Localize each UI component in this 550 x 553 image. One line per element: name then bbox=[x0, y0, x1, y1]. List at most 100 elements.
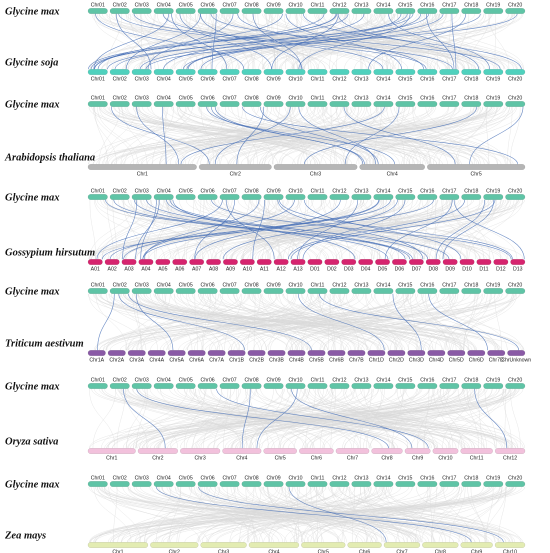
background-link bbox=[94, 388, 437, 449]
background-link bbox=[179, 106, 502, 165]
species-label-bottom: Zea mays bbox=[4, 531, 46, 542]
chromosome-bar bbox=[285, 101, 306, 107]
chromosome-bar bbox=[439, 101, 460, 107]
background-link bbox=[230, 388, 397, 449]
background-link bbox=[125, 13, 155, 70]
background-link bbox=[255, 388, 510, 449]
chromosome-label: Chr09 bbox=[266, 77, 280, 83]
background-link bbox=[359, 388, 372, 449]
background-link bbox=[99, 293, 365, 351]
chromosome-label: Chr15 bbox=[398, 189, 412, 195]
chromosome-label: Chr04 bbox=[157, 476, 171, 482]
background-link bbox=[95, 199, 394, 260]
chromosome-label: Chr18 bbox=[464, 476, 478, 482]
chromosome-label: A04 bbox=[141, 267, 150, 273]
highlighted-link bbox=[122, 199, 138, 260]
background-link bbox=[178, 486, 216, 543]
highlighted-link bbox=[136, 388, 389, 449]
highlighted-link bbox=[291, 388, 413, 449]
background-link bbox=[363, 388, 405, 449]
background-link bbox=[89, 13, 231, 70]
background-link bbox=[425, 293, 448, 351]
chromosome-label: Chr01 bbox=[91, 476, 105, 482]
chromosome-bar bbox=[329, 383, 350, 389]
chromosome-bar bbox=[222, 448, 262, 454]
background-link bbox=[140, 293, 434, 351]
background-link bbox=[322, 106, 336, 165]
background-link bbox=[237, 486, 517, 543]
background-link bbox=[450, 199, 476, 260]
background-link bbox=[392, 388, 404, 449]
background-link bbox=[101, 199, 149, 260]
background-link bbox=[357, 293, 513, 351]
chromosome-label: D05 bbox=[378, 267, 388, 273]
chromosome-label: Chr09 bbox=[266, 189, 280, 195]
background-link bbox=[224, 293, 242, 351]
chromosome-label: Chr03 bbox=[135, 96, 149, 102]
background-link bbox=[211, 293, 502, 351]
chromosome-bar bbox=[241, 481, 262, 487]
highlighted-link bbox=[179, 13, 272, 70]
chromosome-bar bbox=[487, 350, 506, 356]
background-link bbox=[243, 13, 436, 70]
chromosome-label: Chr11 bbox=[311, 189, 325, 195]
background-link bbox=[127, 388, 412, 449]
chromosome-bar bbox=[267, 350, 286, 356]
chromosome-bar bbox=[223, 259, 238, 265]
background-link bbox=[101, 106, 315, 165]
background-link bbox=[230, 486, 295, 543]
highlighted-synteny-links bbox=[88, 13, 522, 70]
background-link bbox=[154, 199, 170, 260]
background-link bbox=[331, 388, 513, 449]
background-link bbox=[126, 293, 471, 351]
highlighted-link bbox=[214, 106, 364, 165]
chromosome-bar bbox=[417, 69, 438, 75]
background-link bbox=[185, 199, 446, 260]
background-link bbox=[275, 388, 470, 449]
chromosome-bar bbox=[285, 481, 306, 487]
chromosome-label: Chr2A bbox=[109, 358, 124, 364]
chromosome-bar bbox=[427, 164, 526, 170]
chromosome-bar bbox=[175, 194, 196, 200]
chromosome-bar bbox=[131, 69, 152, 75]
background-link bbox=[94, 199, 368, 260]
chromosome-label: Chr11 bbox=[311, 378, 325, 384]
chromosome-label: Chr17 bbox=[442, 378, 456, 384]
background-link bbox=[136, 388, 148, 449]
background-link bbox=[116, 388, 126, 449]
background-link bbox=[210, 486, 476, 543]
chromosome-bar bbox=[187, 350, 206, 356]
background-link bbox=[252, 293, 420, 351]
background-link bbox=[145, 388, 285, 449]
chromosome-label: Chr3 bbox=[218, 550, 229, 553]
chromosome-label: Chr14 bbox=[376, 283, 390, 289]
chromosome-label: Chr1A bbox=[89, 358, 104, 364]
background-link bbox=[209, 293, 267, 351]
chromosome-bar bbox=[241, 288, 262, 294]
background-link bbox=[150, 13, 326, 70]
background-link bbox=[87, 293, 291, 351]
background-link bbox=[323, 388, 510, 449]
chromosome-label: Chr12 bbox=[332, 189, 346, 195]
background-link bbox=[138, 106, 327, 165]
background-link bbox=[142, 388, 441, 449]
background-link bbox=[93, 13, 148, 70]
background-link bbox=[110, 486, 315, 543]
background-link bbox=[137, 293, 469, 351]
chromosome-label: Chr1 bbox=[137, 172, 148, 178]
chromosome-label: Chr11 bbox=[311, 476, 325, 482]
background-link bbox=[231, 388, 456, 449]
chromosome-bar bbox=[285, 8, 306, 14]
chromosome-label: A09 bbox=[226, 267, 235, 273]
background-link bbox=[121, 106, 291, 165]
chromosome-label: Chr4D bbox=[429, 358, 444, 364]
background-link bbox=[279, 13, 493, 70]
chromosome-bar bbox=[432, 448, 459, 454]
chromosome-bar bbox=[329, 481, 350, 487]
background-link bbox=[317, 13, 476, 70]
chromosome-label: Chr17 bbox=[442, 189, 456, 195]
background-link bbox=[338, 486, 510, 543]
bottom-genome-track: A01 A02 A03 A04 A05 A06 A07 A08 A09 A10 A11 A12 A13 D… bbox=[87, 259, 526, 273]
chromosome-bar bbox=[505, 69, 526, 75]
chromosome-bar bbox=[407, 350, 426, 356]
